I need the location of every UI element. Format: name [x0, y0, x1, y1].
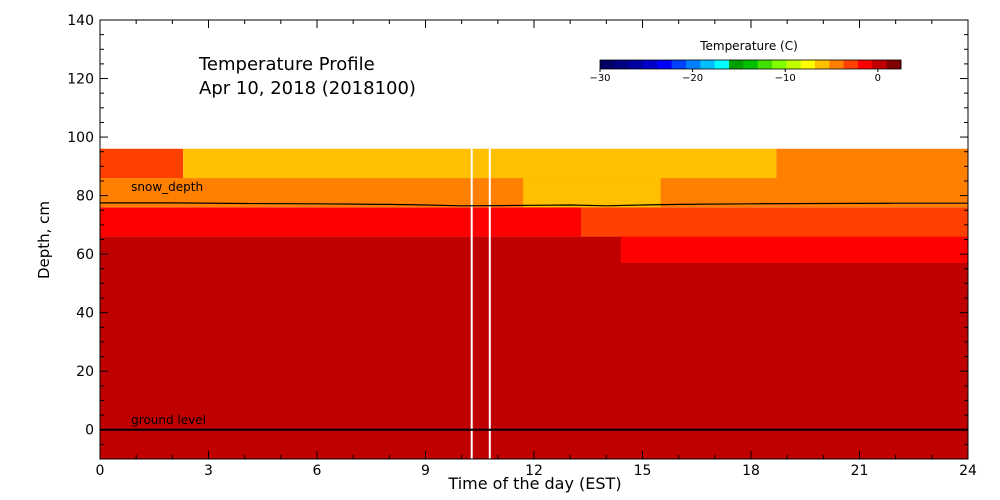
- series-lines: [100, 202, 968, 431]
- y-tick-label: 40: [76, 306, 94, 322]
- annotation-ground-level: ground level: [131, 413, 206, 427]
- colorbar-swatch: [872, 60, 888, 69]
- data-gaps: [470, 148, 491, 460]
- x-tick-label: 21: [851, 463, 869, 479]
- x-tick-label: 12: [525, 463, 543, 479]
- colorbar-swatch: [643, 60, 658, 69]
- heatmap-cell: [100, 148, 184, 179]
- x-axis-label: Time of the day (EST): [447, 474, 621, 493]
- y-tick-label: 140: [67, 13, 94, 29]
- colorbar-swatch: [829, 60, 845, 69]
- colorbar-swatch: [815, 60, 830, 69]
- chart-title-line2: Apr 10, 2018 (2018100): [199, 78, 416, 99]
- colorbar-swatch: [757, 60, 773, 69]
- annotation-snow-depth: snow_depth: [131, 180, 203, 194]
- colorbar-swatch: [600, 60, 615, 69]
- y-tick-label: 100: [67, 130, 94, 146]
- colorbar: −30 −20 −10 0: [589, 59, 902, 84]
- colorbar-swatch: [786, 60, 802, 69]
- colorbar-tick-label: −20: [682, 73, 703, 84]
- colorbar-swatch: [729, 60, 744, 69]
- y-tick-label: 60: [76, 247, 94, 263]
- colorbar-swatch: [800, 60, 816, 69]
- chart-title-line1: Temperature Profile: [198, 54, 375, 75]
- x-tick-label: 15: [634, 463, 652, 479]
- colorbar-tick-label: −30: [589, 73, 610, 84]
- heatmap-cell: [620, 236, 968, 263]
- y-tick-label: 20: [76, 364, 94, 380]
- colorbar-swatch: [743, 60, 759, 69]
- x-tick-label: 9: [421, 463, 430, 479]
- y-tick-label: 0: [85, 423, 94, 439]
- heatmap-cell: [100, 207, 582, 237]
- heatmap-cell: [100, 236, 968, 459]
- colorbar-swatch: [714, 60, 730, 69]
- colorbar-swatch: [886, 60, 902, 69]
- x-tick-label: 0: [96, 463, 105, 479]
- colorbar-tick-label: −10: [775, 73, 796, 84]
- heatmap-cell: [776, 148, 968, 179]
- y-tick-label: 80: [76, 189, 94, 205]
- colorbar-swatch: [858, 60, 873, 69]
- x-tick-label: 3: [204, 463, 213, 479]
- colorbar-frame: [599, 59, 902, 70]
- y-axis-label: Depth, cm: [35, 201, 53, 279]
- colorbar-swatch: [671, 60, 687, 69]
- x-tick-label: 24: [959, 463, 977, 479]
- colorbar-swatch: [614, 60, 630, 69]
- axes: 0 3 6 9 12 15 18 21 24 0 20 40 60 80 100 120 140: [67, 13, 977, 479]
- colorbar-swatch: [628, 60, 644, 69]
- data-gap-stripe: [488, 148, 491, 460]
- series-line-snow-depth: [100, 202, 968, 207]
- colorbar-title: Temperature (C): [699, 39, 798, 53]
- colorbar-swatch: [772, 60, 787, 69]
- x-tick-label: 6: [313, 463, 322, 479]
- colorbar-swatch: [657, 60, 673, 69]
- heatmap-cell: [581, 207, 968, 237]
- y-tick-label: 120: [67, 72, 94, 88]
- colorbar-swatch: [686, 60, 701, 69]
- colorbar-swatch: [700, 60, 716, 69]
- data-gap-stripe: [470, 148, 473, 460]
- heatmap-cell: [183, 148, 777, 179]
- heatmap-cell: [523, 178, 661, 208]
- heatmap-cells: [100, 148, 968, 459]
- x-tick-label: 18: [742, 463, 760, 479]
- colorbar-swatch: [843, 60, 859, 69]
- colorbar-tick-label: 0: [875, 73, 881, 84]
